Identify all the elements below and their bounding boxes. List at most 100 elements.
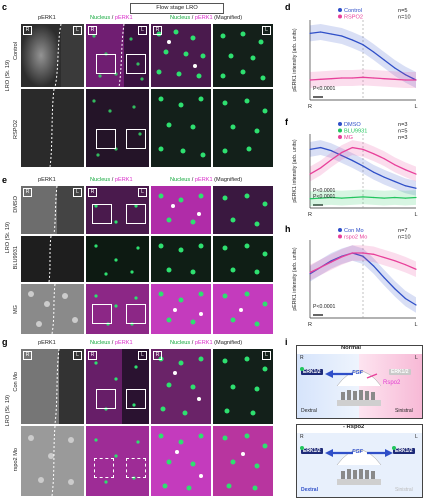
fgf-label: FGF — [352, 449, 363, 455]
data-point — [415, 173, 417, 175]
legend-n: n=10 — [398, 235, 411, 241]
data-point — [309, 173, 311, 175]
badge-l: L — [138, 188, 147, 197]
panel-letter-d: d — [285, 2, 291, 12]
data-point — [383, 176, 385, 178]
phospho-dot — [392, 446, 396, 450]
badge-l: L — [262, 351, 271, 360]
data-point — [373, 77, 375, 79]
data-point — [351, 252, 353, 254]
zoom-box — [92, 204, 112, 224]
data-point — [394, 78, 396, 80]
data-point — [341, 256, 343, 258]
data-point — [320, 167, 322, 169]
data-point — [320, 31, 322, 33]
data-point — [351, 159, 353, 162]
data-point — [394, 260, 396, 262]
legend-marker — [338, 8, 342, 12]
label-r: R — [300, 434, 304, 440]
data-point — [394, 288, 396, 290]
data-point — [309, 271, 311, 274]
data-point — [330, 196, 332, 199]
badge-l: L — [73, 351, 82, 360]
legend-marker — [338, 128, 342, 133]
data-point — [415, 79, 417, 81]
image-magnified-rspo2-mo-l — [213, 426, 273, 496]
badge-r: R — [23, 351, 32, 360]
data-point — [373, 196, 375, 199]
data-point — [362, 76, 364, 78]
image-merge-rspo2 — [86, 89, 149, 167]
group-label-e: LRO (St. 19) — [5, 222, 11, 254]
x-label-l: L — [414, 212, 417, 218]
legend-label: BLU9931 — [344, 129, 367, 135]
zoom-box — [126, 304, 146, 324]
col-header-perk1: pERK1 — [38, 340, 56, 346]
data-point — [404, 74, 406, 76]
data-point — [341, 35, 343, 37]
image-magnified-con-mo-l: L — [213, 349, 273, 424]
zoom-box — [126, 204, 146, 224]
data-point — [404, 185, 406, 187]
data-point — [320, 266, 322, 268]
schematic-normal: Normal R L ERK1/2 ERK1/2 FGF Rspo2 Dextr… — [296, 345, 423, 419]
badge-r: R — [88, 351, 97, 360]
phospho-dot — [300, 367, 304, 371]
image-merge-rspo2-mo — [86, 426, 149, 496]
row-label-rspo2: RSPO2 — [13, 120, 19, 139]
p-value: P<0.0001 — [313, 86, 335, 92]
legend-label: DMSO — [344, 122, 361, 128]
image-merge-mg — [86, 284, 149, 334]
flow-stage-title: Flow stage LRO — [130, 3, 224, 14]
image-perk1-con-mo: R L — [21, 349, 84, 424]
schematic-rspo2: - Rspo2 R L ERK1/2 ERK1/2 FGF Dextral Si… — [296, 424, 423, 498]
data-point — [309, 198, 311, 200]
image-perk1-control: R L — [21, 24, 84, 87]
legend-marker — [338, 135, 342, 139]
sinistral-label: Sinistral — [395, 487, 413, 493]
data-point — [351, 196, 353, 199]
data-point — [309, 32, 311, 34]
col-header-nucleus-perk1: Nucleus / pERK1 — [90, 177, 133, 183]
x-label-l: L — [414, 322, 417, 328]
data-point — [394, 67, 396, 69]
image-magnified-rspo2-r — [151, 89, 211, 167]
p-value: P<0.0001 — [313, 188, 335, 194]
badge-r: R — [88, 26, 97, 35]
data-point — [404, 297, 406, 300]
badge-r: R — [88, 188, 97, 197]
legend-n: n=10 — [398, 15, 411, 21]
image-magnified-rspo2-mo-r — [151, 426, 211, 496]
x-label-r: R — [308, 104, 312, 110]
panel-letter-f: f — [285, 117, 288, 127]
data-point — [415, 196, 417, 199]
legend-n: n=5 — [398, 8, 408, 14]
data-point — [415, 268, 417, 270]
data-point — [362, 252, 364, 254]
erk-box-right-inactive: ERK1/2 — [389, 369, 411, 375]
data-point — [330, 159, 332, 161]
image-magnified-con-mo-r: R — [151, 349, 211, 424]
data-point — [341, 197, 343, 199]
data-point — [341, 77, 343, 79]
data-point — [383, 197, 385, 199]
badge-r: R — [153, 351, 162, 360]
data-point — [394, 196, 396, 199]
legend-marker — [338, 228, 342, 232]
zoom-box — [126, 129, 146, 149]
p-value: P<0.0001 — [313, 194, 335, 200]
data-point — [394, 164, 396, 166]
x-label-r: R — [308, 212, 312, 218]
data-point — [309, 148, 311, 151]
legend-marker — [338, 122, 342, 126]
data-point — [320, 146, 322, 149]
schematic-normal-title: Normal — [341, 345, 361, 351]
col-header-magnified: Nucleus / pERK1 (Magnified) — [170, 177, 243, 183]
zoom-box — [126, 458, 146, 478]
data-point — [383, 78, 385, 80]
image-perk1-blu9931 — [21, 236, 84, 282]
image-magnified-rspo2-l — [213, 89, 273, 167]
data-point — [404, 79, 406, 81]
zoom-box — [92, 304, 112, 324]
